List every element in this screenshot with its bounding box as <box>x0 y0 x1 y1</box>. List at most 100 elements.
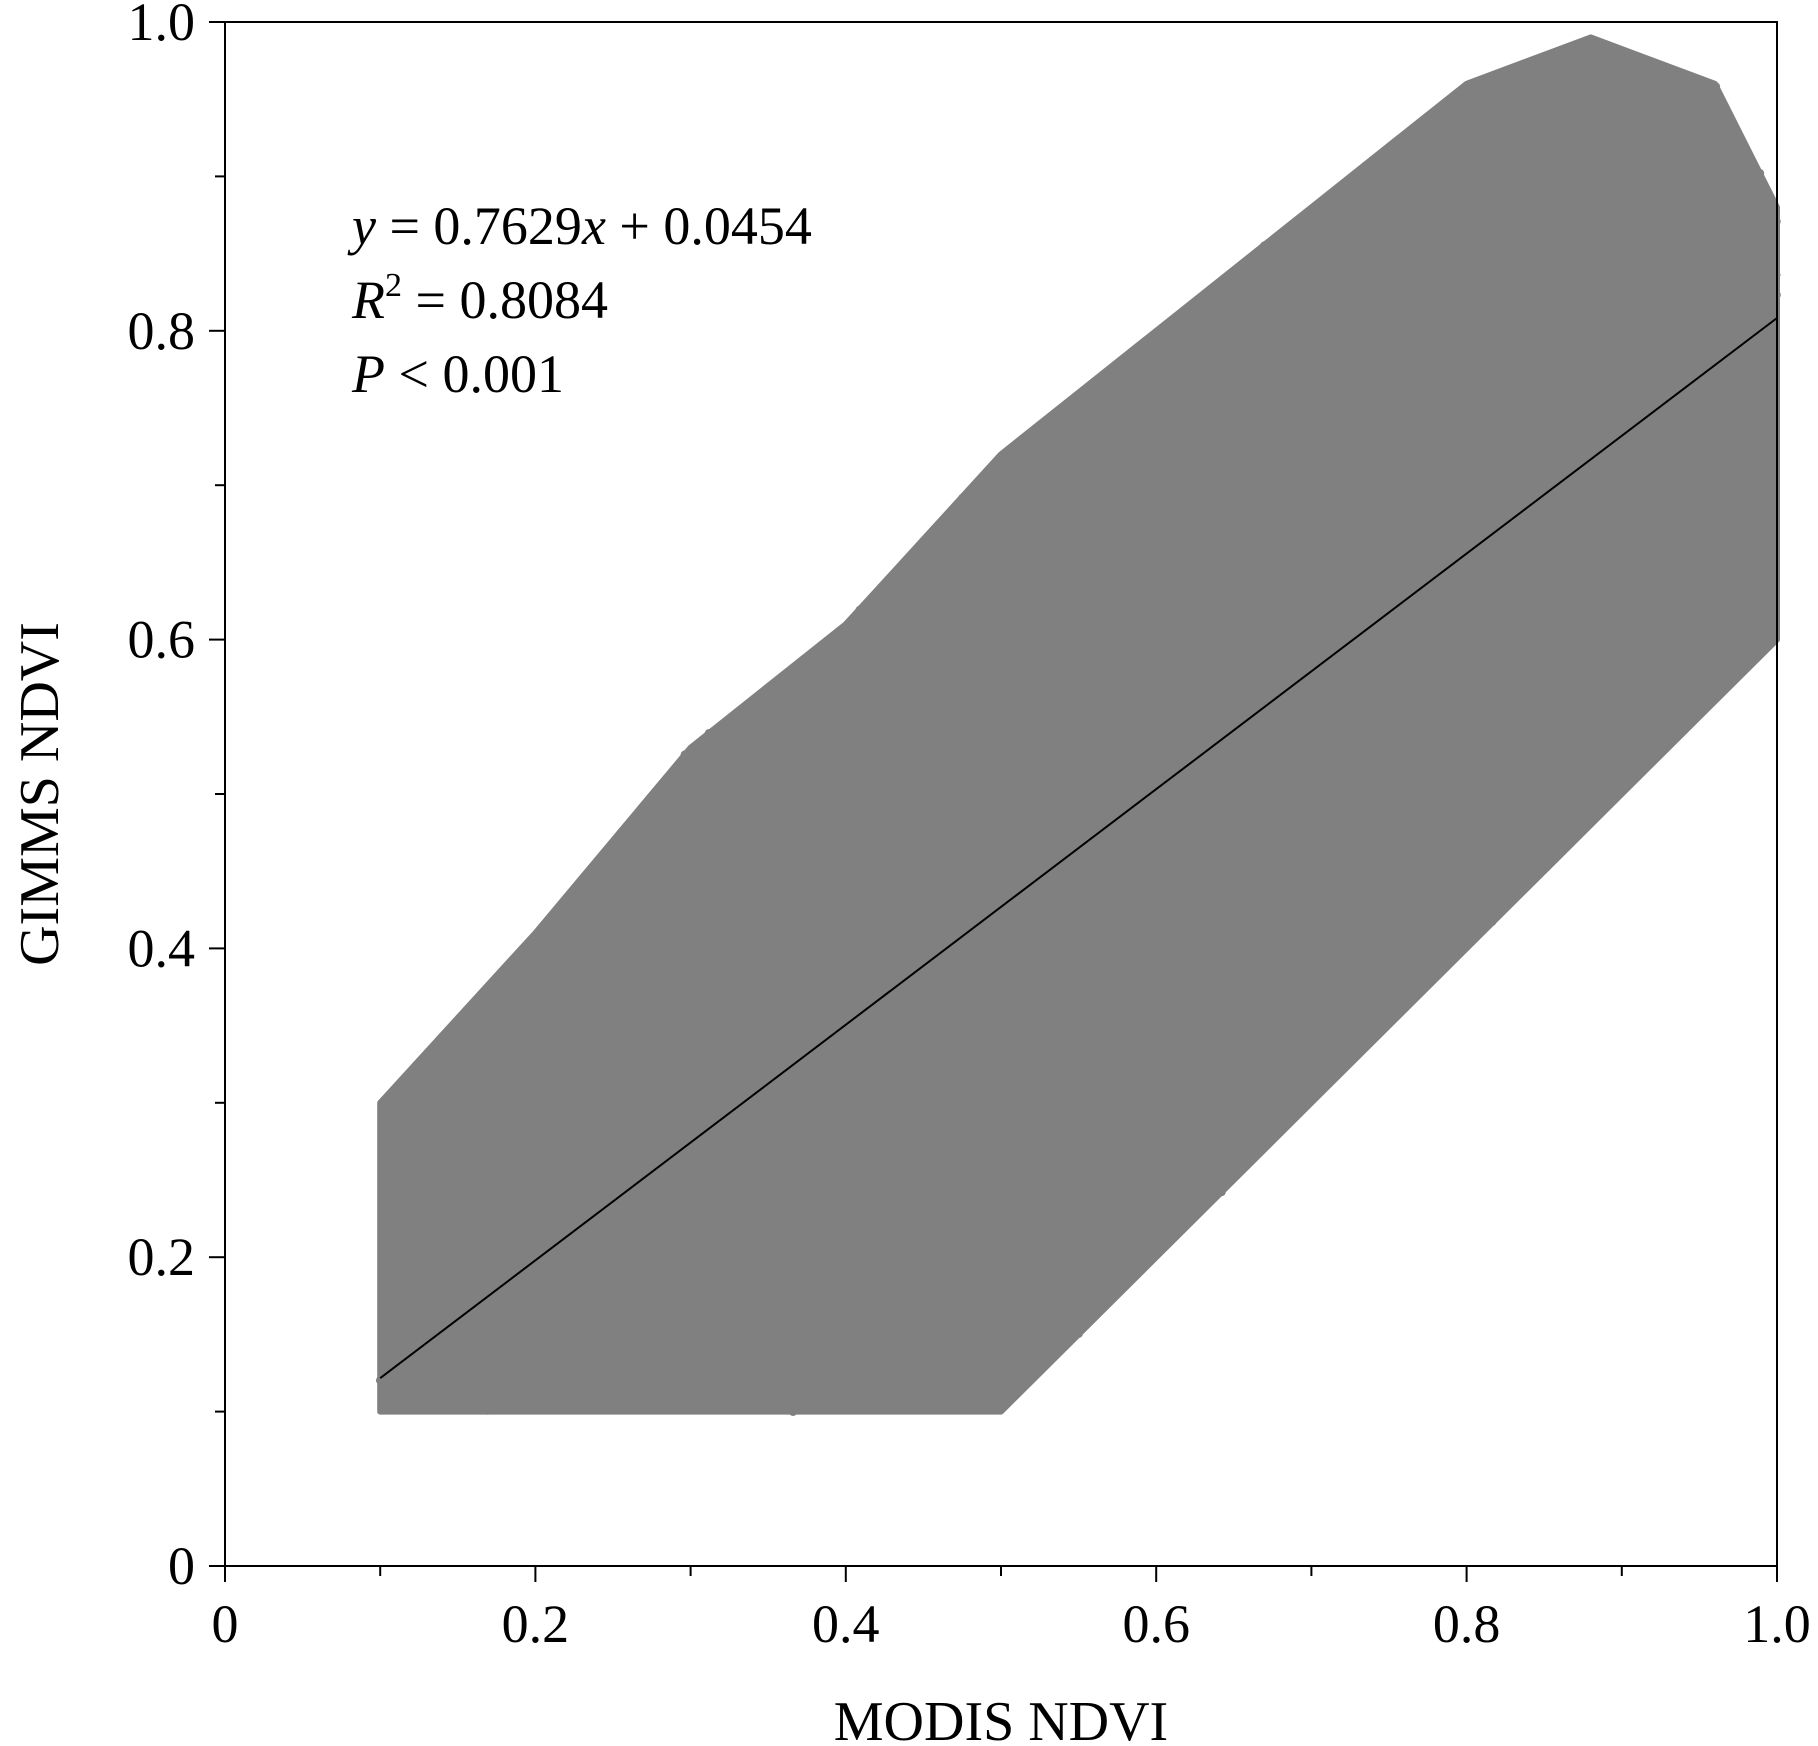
data-point <box>1604 238 1613 248</box>
data-point <box>737 769 747 778</box>
data-point <box>981 1007 990 1016</box>
data-point <box>629 1075 639 1084</box>
data-point <box>564 1080 573 1090</box>
data-point <box>906 1101 916 1110</box>
data-point <box>1292 220 1302 229</box>
data-point <box>1338 629 1348 638</box>
data-point <box>407 1403 417 1412</box>
data-point <box>1218 780 1227 789</box>
data-point <box>879 1341 888 1350</box>
data-point <box>1442 740 1452 749</box>
data-point <box>878 1253 887 1263</box>
data-point <box>649 1386 658 1395</box>
data-point <box>854 785 863 794</box>
data-point <box>1300 843 1310 852</box>
data-point <box>1324 563 1333 572</box>
data-point <box>1619 699 1629 709</box>
data-point <box>1530 197 1539 206</box>
data-point <box>1386 595 1395 604</box>
data-point <box>1679 209 1688 219</box>
data-point <box>1010 1037 1019 1047</box>
data-point <box>1360 733 1370 743</box>
data-point <box>820 1260 829 1269</box>
data-point <box>1065 1239 1075 1249</box>
data-point <box>1412 849 1422 858</box>
data-point <box>1577 679 1587 688</box>
data-point <box>1351 923 1361 932</box>
data-point <box>1275 896 1284 905</box>
data-point <box>1614 388 1623 397</box>
data-point <box>619 1347 629 1357</box>
data-point <box>455 1315 464 1325</box>
data-point <box>987 699 996 708</box>
data-point <box>1507 741 1516 751</box>
data-point <box>1321 514 1330 523</box>
data-point <box>666 1016 676 1025</box>
data-point <box>1284 390 1294 400</box>
data-point <box>803 1074 812 1083</box>
data-point <box>1086 1126 1095 1135</box>
data-point <box>635 1197 644 1206</box>
data-point <box>542 1194 552 1203</box>
data-point <box>1181 777 1190 786</box>
data-point <box>1696 442 1705 451</box>
data-point <box>807 1147 816 1156</box>
data-point <box>1016 985 1025 995</box>
data-point <box>613 866 623 876</box>
data-point <box>1613 443 1622 452</box>
data-point <box>1213 1046 1223 1056</box>
data-point <box>527 1344 536 1354</box>
data-point <box>915 1257 924 1266</box>
data-point <box>1551 765 1560 774</box>
data-point <box>1153 516 1163 526</box>
data-point <box>1313 1059 1323 1068</box>
data-point <box>1736 355 1745 364</box>
data-point <box>1083 1005 1092 1014</box>
data-point <box>1727 628 1736 637</box>
data-point <box>515 1403 525 1412</box>
data-point <box>1060 950 1070 960</box>
data-point <box>630 906 640 916</box>
data-point <box>1236 472 1246 481</box>
data-point <box>1330 485 1339 494</box>
data-point <box>1426 924 1436 934</box>
data-point <box>947 572 957 581</box>
data-point <box>561 1284 571 1293</box>
data-point <box>926 1011 936 1020</box>
data-point <box>784 1119 793 1128</box>
data-point <box>717 928 727 937</box>
data-point <box>1387 488 1397 497</box>
data-point <box>1179 1178 1188 1188</box>
data-point <box>952 517 961 527</box>
data-point <box>1227 1176 1236 1185</box>
data-point <box>459 1384 468 1393</box>
data-point <box>625 1161 634 1170</box>
data-point <box>410 1165 419 1175</box>
data-point <box>1028 739 1037 748</box>
data-point <box>1536 175 1545 184</box>
data-point <box>1491 436 1500 445</box>
data-point <box>501 1228 511 1238</box>
data-point <box>1078 1251 1088 1260</box>
data-point <box>695 819 705 828</box>
data-point <box>1412 261 1421 270</box>
data-point <box>1456 750 1466 759</box>
data-point <box>1590 682 1599 691</box>
data-point <box>1480 247 1489 256</box>
data-point <box>464 1267 473 1276</box>
data-point <box>1397 801 1406 810</box>
data-point <box>1617 488 1627 497</box>
data-point <box>822 916 831 925</box>
data-point <box>1200 972 1210 981</box>
data-point <box>1468 899 1478 908</box>
data-point <box>986 543 995 552</box>
data-point <box>1506 678 1515 688</box>
data-point <box>1218 600 1227 609</box>
data-point <box>1308 718 1317 727</box>
data-point <box>888 1350 898 1360</box>
data-point <box>1138 1088 1148 1097</box>
data-point <box>1645 203 1654 212</box>
data-point <box>498 1069 507 1078</box>
data-point <box>1598 566 1607 575</box>
data-point <box>816 1028 825 1037</box>
